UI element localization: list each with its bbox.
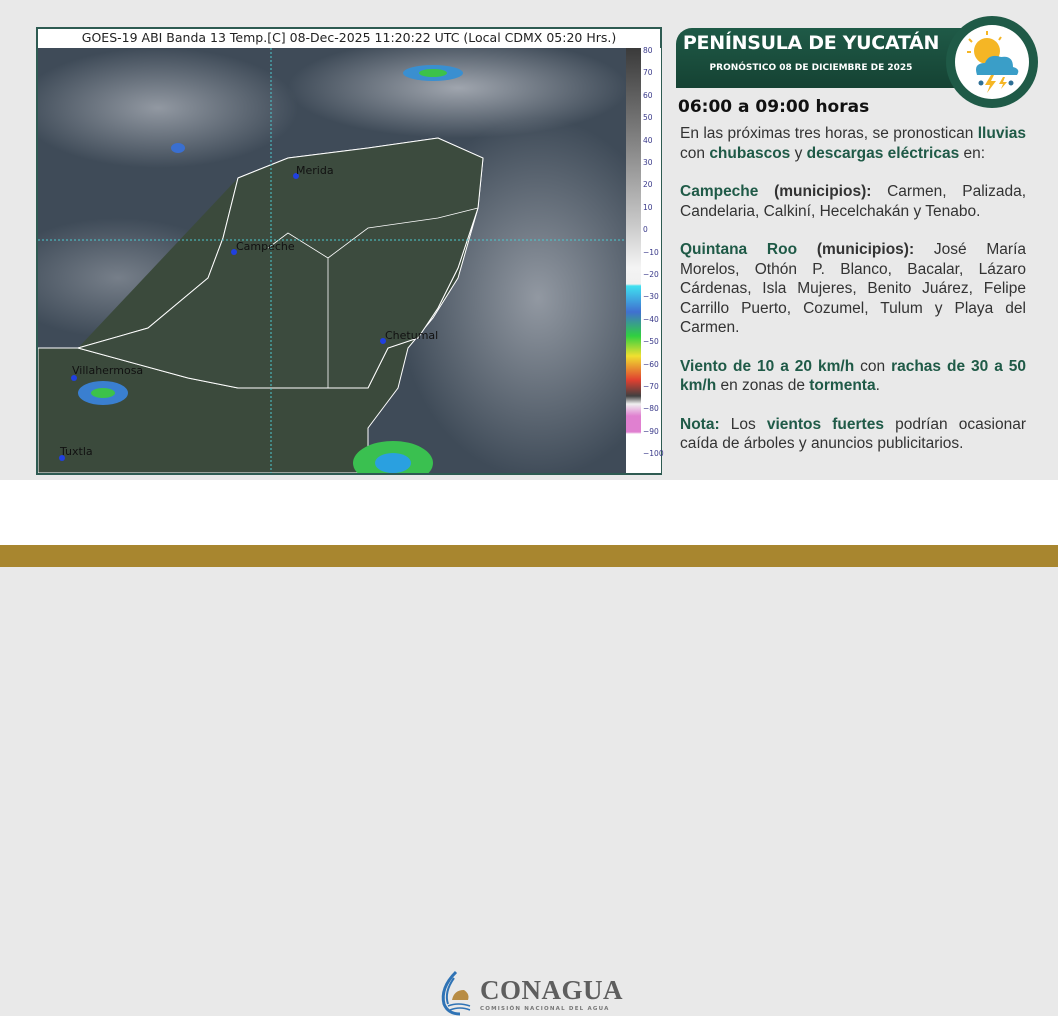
colorbar-gradient [626, 48, 641, 448]
satellite-image-title: GOES-19 ABI Banda 13 Temp.[C] 08-Dec-202… [81, 30, 617, 45]
region-title: PENÍNSULA DE YUCATÁN [682, 32, 940, 54]
region-banner: PENÍNSULA DE YUCATÁN PRONÓSTICO 08 DE DI… [676, 28, 966, 88]
svg-text:Campeche: Campeche [236, 240, 295, 253]
colorbar-tick: 40 [643, 135, 653, 145]
colorbar-tick: −70 [643, 382, 659, 391]
time-range-heading: 06:00 a 09:00 horas [678, 97, 870, 117]
colorbar-tick: 50 [643, 113, 653, 123]
colorbar-tick: −50 [643, 337, 659, 347]
colorbar-tick: −20 [643, 270, 659, 279]
colorbar-tick: 80 [643, 46, 653, 55]
colorbar-tick: 30 [643, 158, 653, 167]
footer-bar [0, 545, 1058, 567]
colorbar-tick: −90 [643, 426, 659, 436]
forecast-quintana-roo: Quintana Roo (municipios): José María Mo… [680, 241, 1026, 336]
colorbar-tick: −40 [643, 314, 659, 324]
colorbar-tick: −10 [643, 247, 659, 257]
forecast-intro: En las próximas tres horas, se pronostic… [680, 125, 1026, 162]
svg-text:Merida: Merida [296, 164, 334, 177]
forecast-text: En las próximas tres horas, se pronostic… [680, 124, 1026, 473]
logo-subtitle: COMISIÓN NACIONAL DEL AGUA [480, 1005, 610, 1012]
city-villahermosa: Villahermosa [71, 364, 143, 381]
forecast-date: PRONÓSTICO 08 DE DICIEMBRE DE 2025 [709, 63, 913, 73]
satellite-map: Merida Campeche Chetumal Villahermosa Tu… [38, 48, 626, 473]
colorbar-tick: −80 [643, 404, 659, 414]
svg-text:Tuxtla: Tuxtla [59, 445, 93, 458]
colorbar-tick: −30 [643, 292, 659, 302]
colorbar-tick: −100 [643, 449, 664, 459]
footer: CONAGUA COMISIÓN NACIONAL DEL AGUA [0, 480, 1058, 1016]
colorbar-tick: −60 [643, 359, 659, 369]
colorbar-tick: 20 [643, 180, 653, 190]
colorbar-tick: 60 [643, 90, 653, 100]
forecast-campeche: Campeche (municipios): Carmen, Palizada,… [680, 183, 1026, 220]
colorbar-tick: 10 [643, 202, 653, 212]
conagua-logo: CONAGUA COMISIÓN NACIONAL DEL AGUA [438, 970, 623, 1016]
weather-icon-badge [946, 16, 1038, 108]
colorbar-tick: 70 [643, 68, 653, 78]
svg-text:Chetumal: Chetumal [385, 329, 438, 342]
sun-cloud-storm-icon [967, 31, 1019, 93]
forecast-note: Nota: Los vientos fuertes podrían ocasio… [680, 415, 1027, 453]
satellite-image-panel: GOES-19 ABI Banda 13 Temp.[C] 08-Dec-202… [36, 27, 664, 475]
temperature-colorbar: 80 70 60 50 40 30 20 10 0 −10 −20 −30 −40 −50 −60 −70 −8… [626, 46, 664, 473]
forecast-wind: Viento de 10 a 20 km/h con rachas de 30 … [680, 357, 1027, 395]
conagua-emblem-icon [441, 970, 471, 1016]
city-merida: Merida [293, 164, 334, 179]
city-chetumal: Chetumal [380, 329, 438, 344]
city-campeche: Campeche [231, 240, 295, 255]
svg-text:Villahermosa: Villahermosa [72, 364, 143, 377]
logo-name: CONAGUA [480, 974, 623, 1005]
colorbar-tick: 0 [643, 225, 648, 235]
city-tuxtla: Tuxtla [59, 445, 93, 461]
